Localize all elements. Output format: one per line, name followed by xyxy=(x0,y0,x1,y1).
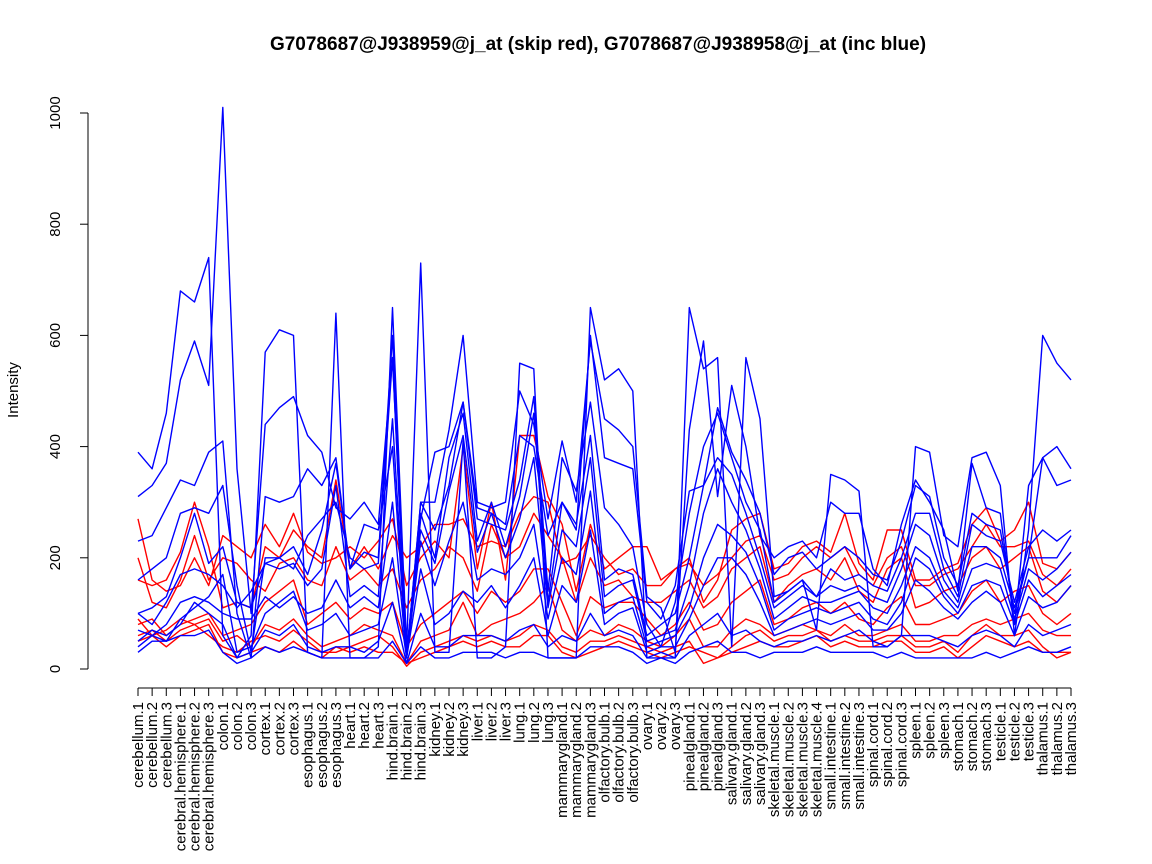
x-tick-label: esophagus.1 xyxy=(300,702,317,788)
series-line-inc-11 xyxy=(137,334,1072,659)
x-tick-label: lung.1 xyxy=(512,702,529,743)
series-line-inc-10 xyxy=(137,334,1072,659)
x-tick-label: hind.brain.2 xyxy=(399,702,416,780)
x-tick-label: salivary.gland.3 xyxy=(752,702,769,805)
x-tick-label: olfactory.bulb.2 xyxy=(611,702,628,803)
x-tick-label: hind.brain.3 xyxy=(413,702,430,780)
x-tick-label: olfactory.bulb.3 xyxy=(625,702,642,803)
x-tick-label: hind.brain.1 xyxy=(384,702,401,780)
x-tick-label: mammarygland.1 xyxy=(554,702,571,818)
series-line-inc-14 xyxy=(137,490,1072,659)
x-tick-label: colon.3 xyxy=(243,702,260,750)
x-tick-label: cerebellum.3 xyxy=(158,702,175,788)
y-tick-label: 0 xyxy=(47,665,64,673)
x-axis: cerebellum.1cerebellum.2cerebellum.3cere… xyxy=(130,687,1080,851)
x-tick-label: thalamus.3 xyxy=(1063,702,1080,775)
x-tick-label: ovary.3 xyxy=(667,702,684,750)
x-tick-label: spinal.cord.1 xyxy=(865,702,882,787)
x-tick-label: skeletal.muscle.3 xyxy=(794,702,811,817)
x-tick-label: liver.1 xyxy=(469,702,486,741)
y-axis: 0 200 400 600 800 1000 xyxy=(47,96,89,673)
x-tick-label: skeletal.muscle.4 xyxy=(809,702,826,817)
x-tick-label: skeletal.muscle.2 xyxy=(780,702,797,817)
x-tick-label: liver.2 xyxy=(483,702,500,741)
x-tick-label: kidney.1 xyxy=(427,702,444,757)
x-tick-label: cerebellum.1 xyxy=(130,702,147,788)
x-tick-label: pinealgland.3 xyxy=(710,702,727,791)
x-tick-label: kidney.3 xyxy=(455,702,472,757)
x-tick-label: pinealgland.1 xyxy=(681,702,698,791)
x-tick-label: pinealgland.2 xyxy=(695,702,712,791)
x-tick-label: salivary.gland.2 xyxy=(738,702,755,805)
x-tick-label: mammarygland.2 xyxy=(568,702,585,818)
x-tick-label: cerebral.hemisphere.1 xyxy=(172,702,189,851)
x-tick-label: spinal.cord.3 xyxy=(893,702,910,787)
x-tick-label: spleen.2 xyxy=(922,702,939,759)
series-line-skip-6 xyxy=(137,618,1072,667)
x-tick-label: small.intestine.1 xyxy=(823,702,840,810)
series-line-inc-15 xyxy=(137,529,1072,659)
x-tick-label: colon.2 xyxy=(229,702,246,750)
x-tick-label: lung.3 xyxy=(540,702,557,743)
x-tick-label: testicle.1 xyxy=(992,702,1009,761)
x-tick-label: small.intestine.3 xyxy=(851,702,868,810)
x-tick-label: cortex.2 xyxy=(271,702,288,755)
series-line-inc-13 xyxy=(137,356,1072,653)
series-line-skip-3 xyxy=(137,512,1072,609)
series-line-inc-16 xyxy=(137,601,1072,665)
x-tick-label: testicle.3 xyxy=(1021,702,1038,761)
x-tick-label: cerebral.hemisphere.2 xyxy=(187,702,204,851)
x-tick-label: colon.1 xyxy=(215,702,232,750)
x-tick-label: thalamus.2 xyxy=(1049,702,1066,775)
x-tick-label: liver.3 xyxy=(498,702,515,741)
x-tick-label: spinal.cord.2 xyxy=(879,702,896,787)
x-tick-label: lung.2 xyxy=(526,702,543,743)
y-tick-label: 200 xyxy=(47,545,64,570)
x-tick-label: cortex.1 xyxy=(257,702,274,755)
y-tick-label: 600 xyxy=(47,323,64,348)
x-tick-label: esophagus.3 xyxy=(328,702,345,788)
series-line-inc-17 xyxy=(137,629,1072,665)
x-tick-label: thalamus.1 xyxy=(1035,702,1052,775)
x-tick-label: heart.3 xyxy=(370,702,387,749)
x-tick-label: spleen.3 xyxy=(936,702,953,759)
series-line-inc-9 xyxy=(137,106,1072,659)
x-tick-label: stomach.1 xyxy=(950,702,967,771)
x-tick-label: cerebral.hemisphere.3 xyxy=(201,702,218,851)
x-tick-label: testicle.2 xyxy=(1006,702,1023,761)
x-tick-label: kidney.2 xyxy=(441,702,458,757)
chart-title: G7078687@J938959@j_at (skip red), G70786… xyxy=(270,34,926,55)
x-tick-label: ovary.2 xyxy=(653,702,670,750)
x-tick-label: heart.2 xyxy=(356,702,373,749)
series-line-inc-12 xyxy=(137,412,1072,653)
x-tick-label: heart.1 xyxy=(342,702,359,749)
x-tick-label: olfactory.bulb.1 xyxy=(597,702,614,803)
x-tick-label: small.intestine.2 xyxy=(837,702,854,810)
x-tick-label: cortex.3 xyxy=(286,702,303,755)
x-tick-label: spleen.1 xyxy=(908,702,925,759)
y-tick-label: 400 xyxy=(47,434,64,459)
y-tick-label: 1000 xyxy=(47,96,64,129)
x-tick-label: stomach.2 xyxy=(964,702,981,771)
series-line-skip-2 xyxy=(137,479,1072,609)
x-tick-label: ovary.1 xyxy=(639,702,656,750)
x-tick-label: skeletal.muscle.1 xyxy=(766,702,783,817)
y-axis-label: Intensity xyxy=(5,362,22,418)
x-tick-label: cerebellum.2 xyxy=(144,702,161,788)
series-layer xyxy=(137,106,1072,667)
x-tick-label: salivary.gland.1 xyxy=(724,702,741,805)
x-tick-label: esophagus.2 xyxy=(314,702,331,788)
y-tick-label: 800 xyxy=(47,212,64,237)
x-tick-label: stomach.3 xyxy=(978,702,995,771)
series-line-inc-8 xyxy=(137,256,1072,659)
x-tick-label: mammarygland.3 xyxy=(582,702,599,818)
